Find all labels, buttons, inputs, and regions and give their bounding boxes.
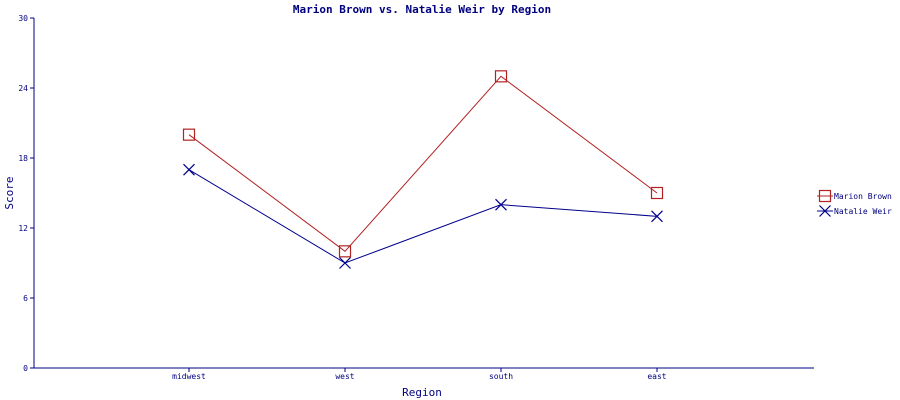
data-point [651,210,663,223]
y-tick-label: 24 [18,84,28,93]
legend-label: Marion Brown [834,192,892,201]
x-tick-label: south [489,372,513,381]
y-tick-label: 12 [18,224,28,233]
y-tick-label: 30 [18,14,28,23]
data-point [339,257,351,269]
x-tick-label: east [647,372,666,381]
series-line-2 [188,169,658,264]
chart-title: Marion Brown vs. Natalie Weir by Region [293,3,551,16]
x-axis-label: Region [402,386,442,399]
data-point [650,186,664,200]
y-tick-label: 6 [23,294,28,303]
data-point [182,128,196,141]
data-point [338,245,352,258]
y-ticks: 0 6 12 18 24 30 [18,14,34,373]
y-tick-label: 18 [18,154,28,163]
series-layer [182,70,664,269]
legend-marker [819,205,831,217]
x-ticks: midwest west south east [172,368,667,381]
data-point [183,163,195,176]
x-tick-label: midwest [172,372,206,381]
data-point [494,70,508,83]
x-tick-label: west [335,372,354,381]
legend-marker [818,189,832,203]
y-tick-label: 0 [23,364,28,373]
series-line-1 [188,75,658,253]
legend-label: Natalie Weir [834,207,892,216]
data-point [495,198,507,211]
legend: Marion Brown Natalie Weir [817,189,892,217]
y-axis-label: Score [3,176,16,209]
